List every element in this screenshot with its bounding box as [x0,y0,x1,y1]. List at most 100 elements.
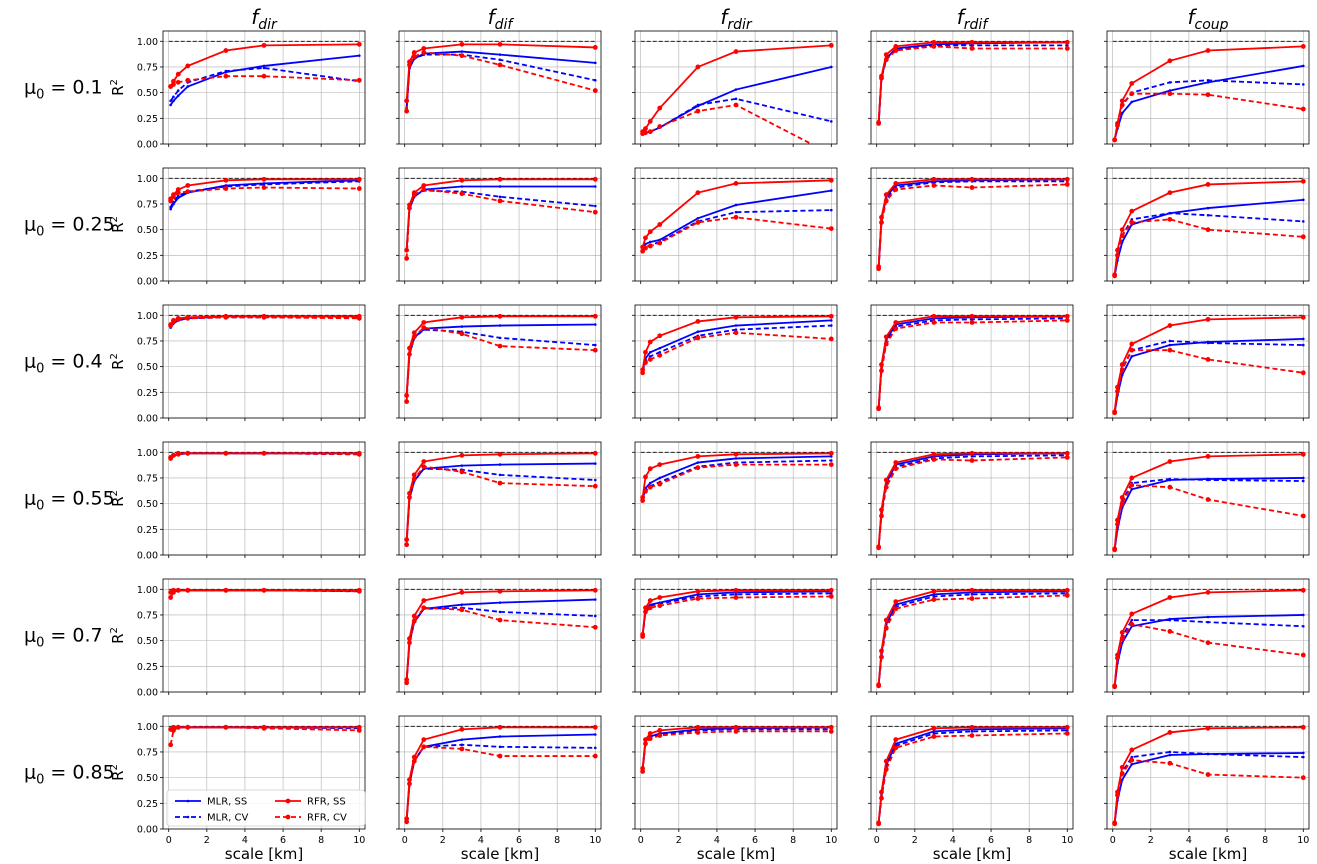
y-tick-label: 0.25 [137,799,158,810]
data-point [876,683,882,689]
data-point [404,680,410,686]
data-point [168,323,174,328]
data-point [1167,595,1173,600]
data-point [1064,46,1070,51]
data-point [1205,725,1211,731]
data-point [1119,98,1125,104]
panel [1104,578,1310,695]
data-point [411,330,417,336]
data-point [1129,482,1135,488]
y-tick-label: 0.50 [137,225,158,236]
axes-frame [634,304,838,419]
series-line [877,317,1068,409]
series-line [1113,198,1304,277]
y-axis-label: R2 [109,216,127,233]
data-point [657,727,663,733]
data-point [497,62,503,68]
panel [396,304,602,421]
series-group [1112,587,1306,690]
data-point [168,742,174,748]
y-tick-label: 0.00 [137,551,158,562]
data-point [695,64,701,70]
x-tick-label: 10 [1297,835,1309,846]
data-point [459,607,465,613]
data-point [1130,355,1134,358]
data-point [883,52,889,58]
series-group [876,39,1070,126]
y-tick-label: 1.00 [137,585,158,596]
data-point [1168,89,1172,92]
panel: 0.00 0.25 0.50 0.75 1.00 R2 [109,441,366,562]
data-point [175,71,181,77]
data-point [969,596,975,601]
data-point [460,743,464,747]
x-tick-label: 4 [714,835,720,846]
data-point [168,198,174,204]
data-point [593,79,597,82]
data-point [460,50,464,53]
data-point [1167,323,1173,328]
series-group [404,176,598,261]
axes-frame [634,167,838,282]
data-point [498,601,502,604]
data-point [261,725,267,731]
data-point [356,41,362,47]
data-point [1205,589,1211,595]
column-title: frdir [720,5,753,33]
data-point [879,368,884,374]
data-point [498,58,502,62]
data-point [883,758,889,764]
data-point [883,625,889,631]
data-point [1301,751,1305,755]
data-point [185,315,191,321]
data-point [1301,343,1305,347]
data-point [828,462,834,467]
panel [1104,304,1310,421]
data-point [733,462,739,467]
data-point [647,357,653,362]
data-point [1119,367,1125,373]
data-point [421,459,427,464]
data-point [261,185,267,190]
data-point [1206,341,1210,345]
axes-frame [398,30,602,145]
data-point [497,451,503,457]
data-point [1301,198,1305,202]
data-point [969,313,975,319]
data-point [421,325,427,330]
data-point [411,476,417,482]
data-point [1064,182,1070,187]
data-point [969,176,975,182]
data-point [828,177,834,183]
legend-marker [186,799,190,803]
axes-frame [398,715,602,830]
series-line [877,41,1068,123]
x-tick-label: 8 [1262,835,1268,846]
data-point [421,183,427,188]
data-point [498,745,502,749]
data-point [459,589,465,595]
data-point [421,46,427,51]
data-point [1064,455,1070,460]
data-point [647,466,653,472]
axes-frame [398,167,602,282]
series-group [1112,314,1306,416]
panel [632,578,838,695]
data-point [893,737,899,743]
data-point [829,65,833,69]
data-point [1065,44,1069,47]
series-line [405,53,596,109]
data-point [931,734,937,739]
data-point [407,495,412,500]
series-line [641,452,832,498]
data-point [593,733,597,736]
column-titles: fdir fdif frdir frdif fcoup [251,5,1228,33]
data-point [175,451,181,457]
panel: 0.00 0.25 0.50 0.75 1.00 R2 [109,578,366,699]
y-tick-label: 0.50 [137,773,158,784]
data-point [460,185,464,188]
data-point [648,240,652,244]
data-point [828,226,834,232]
axes-frame [398,578,602,693]
data-point [459,469,465,475]
